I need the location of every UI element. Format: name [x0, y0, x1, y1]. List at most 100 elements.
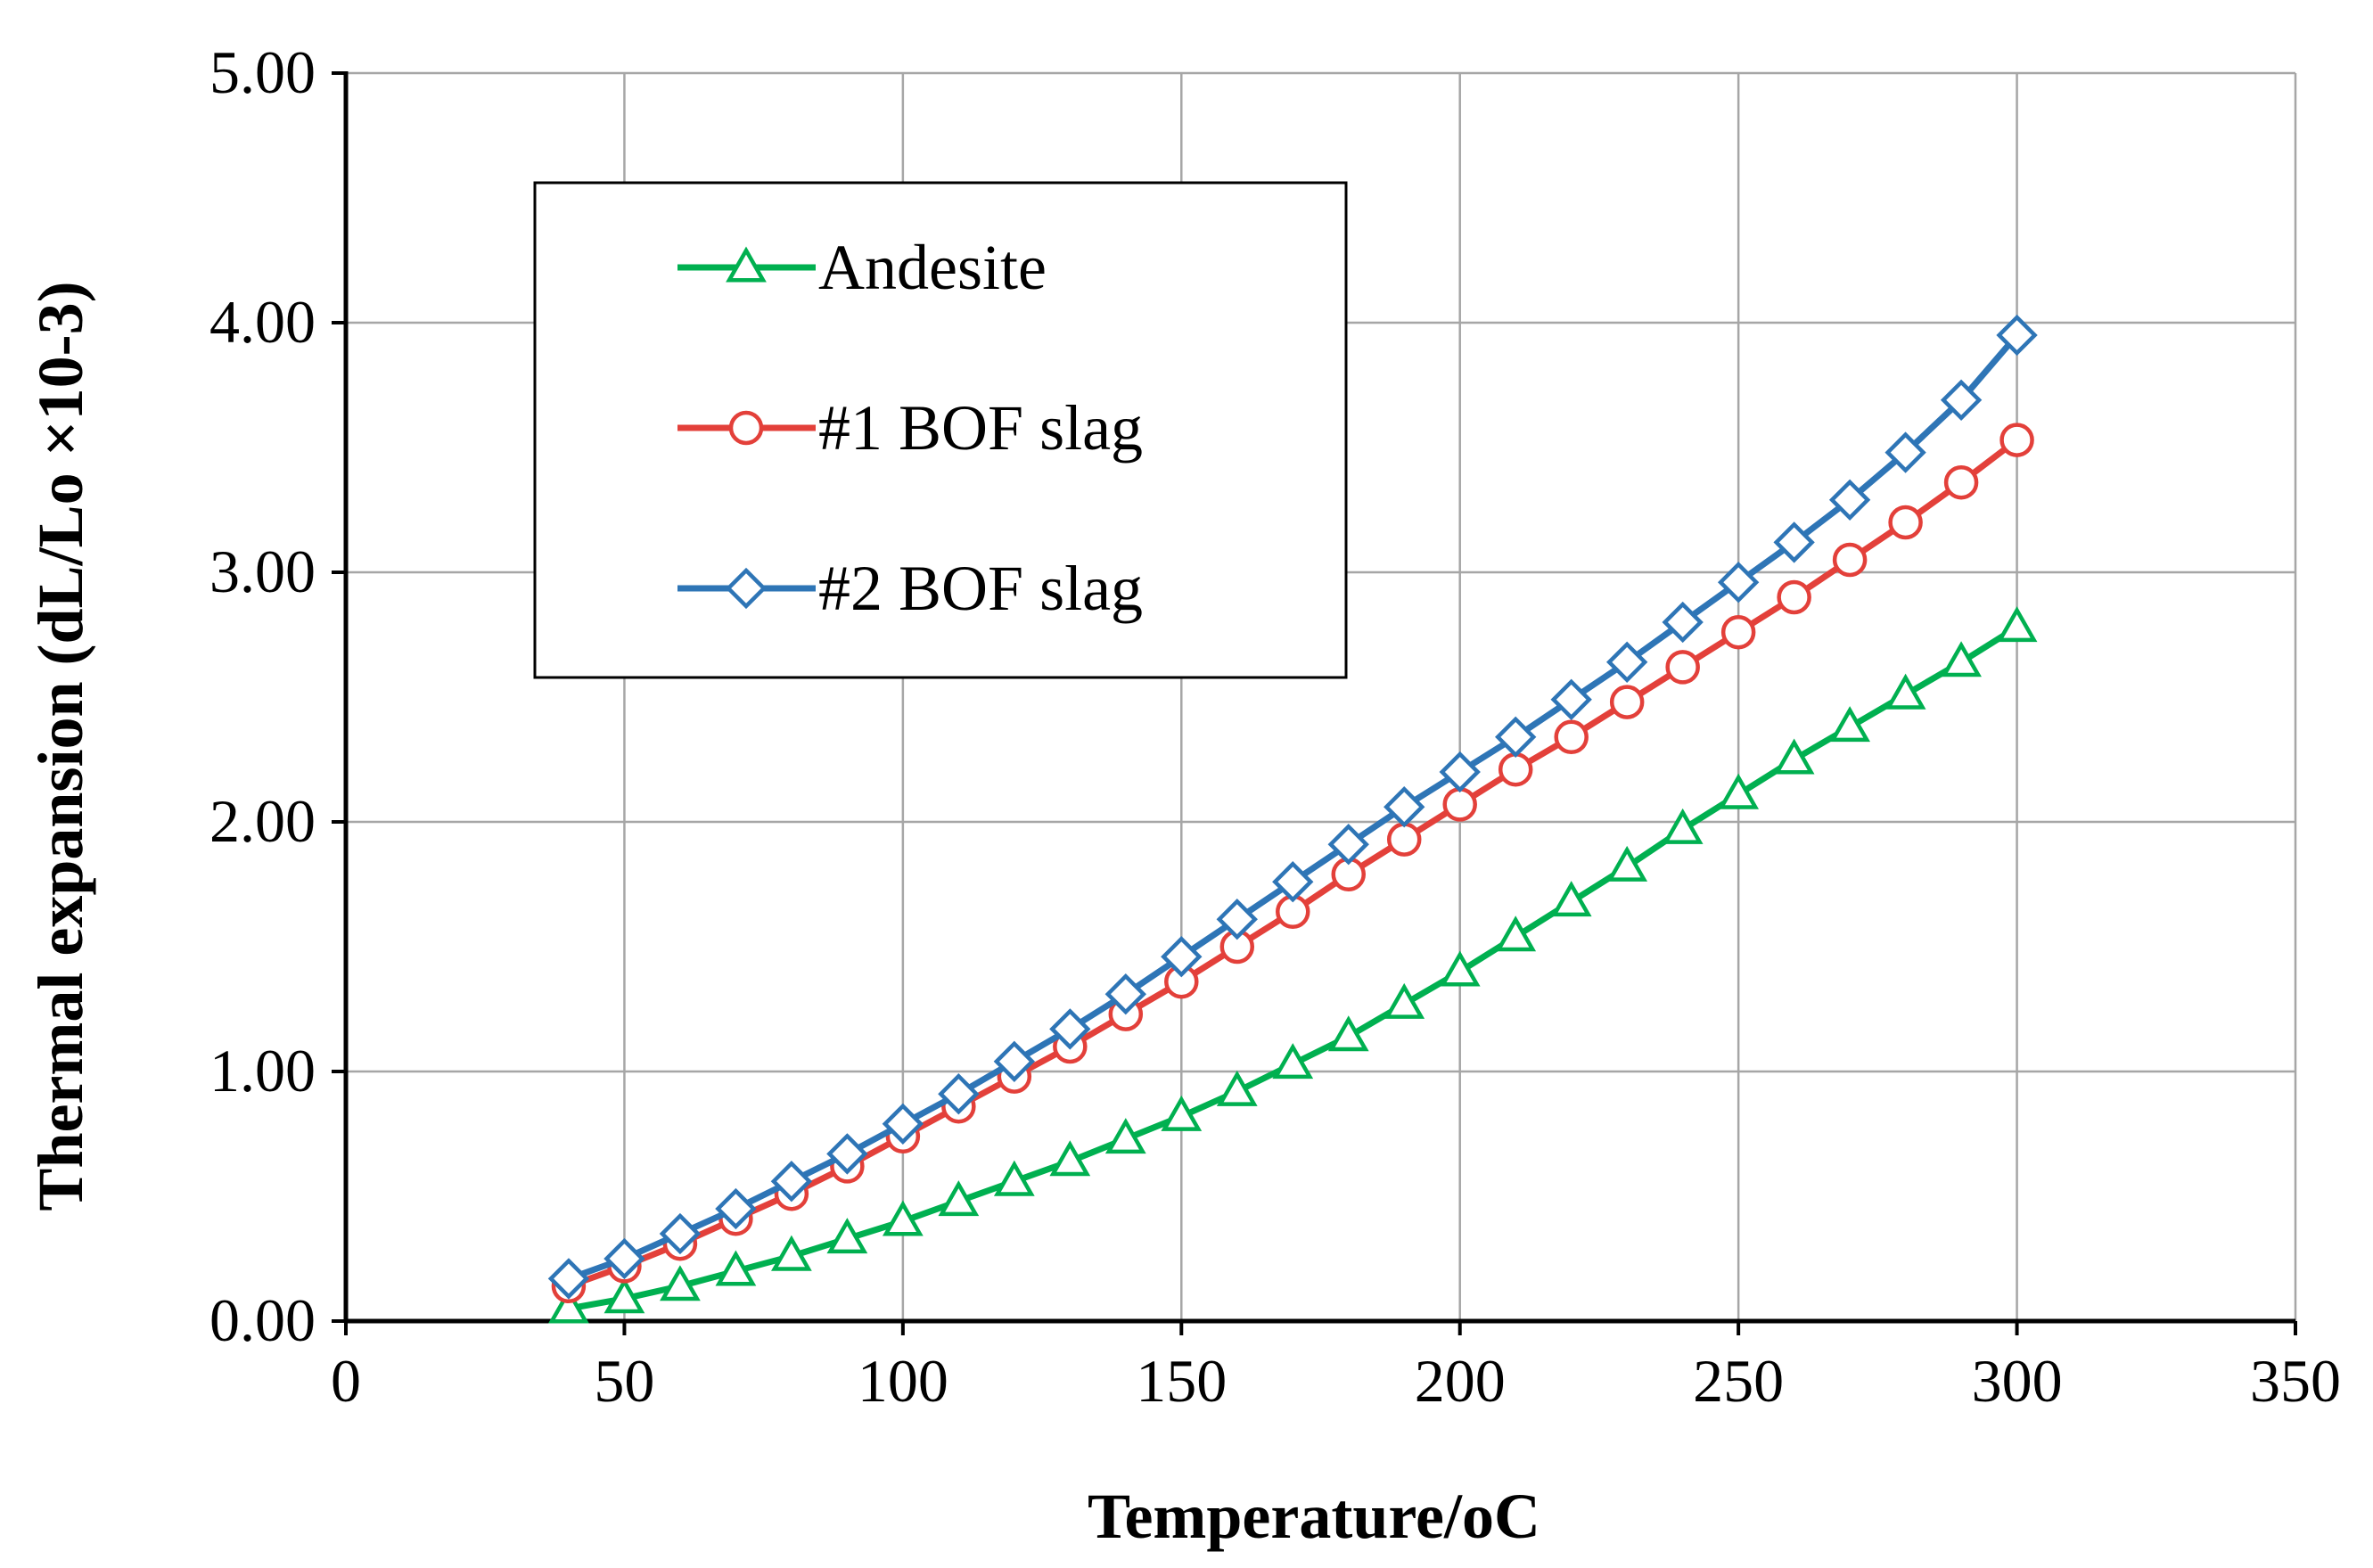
- legend-marker: [725, 567, 768, 610]
- legend-label: #2 BOF slag: [818, 553, 1143, 624]
- data-point: [1999, 423, 2034, 457]
- data-point: [1888, 505, 1923, 540]
- data-point: [938, 1073, 980, 1115]
- y-tick-label: 3.00: [209, 538, 316, 605]
- data-point: [771, 1235, 812, 1271]
- legend-item: Andesite: [677, 232, 1047, 303]
- x-tick-label: 250: [1693, 1347, 1784, 1415]
- x-tick-label: 0: [331, 1347, 361, 1415]
- y-tick-label: 4.00: [209, 288, 316, 356]
- data-point: [826, 1133, 868, 1175]
- data-point: [770, 1161, 813, 1203]
- data-point: [1609, 685, 1645, 719]
- data-point: [715, 1187, 757, 1230]
- legend: Andesite #1 BOF slag #2 BOF slag: [533, 181, 1348, 679]
- x-axis-title: Temperature/oC: [1088, 1481, 1540, 1552]
- data-point: [1161, 1095, 1203, 1131]
- x-tick-label: 150: [1136, 1347, 1227, 1415]
- series-#2 BOF slag: [547, 314, 2038, 1300]
- data-point: [660, 1265, 701, 1301]
- data-point: [1550, 881, 1592, 917]
- legend-marker: [728, 410, 764, 446]
- data-point: [1832, 542, 1868, 578]
- data-point: [1216, 899, 1258, 940]
- data-point: [1605, 641, 1648, 683]
- data-point: [1495, 716, 1537, 758]
- data-point: [1049, 1140, 1091, 1177]
- data-point: [826, 1218, 868, 1254]
- data-point: [1773, 738, 1815, 775]
- data-point: [715, 1250, 757, 1286]
- legend-item: #2 BOF slag: [677, 553, 1143, 624]
- data-point: [1665, 650, 1700, 685]
- data-point: [1773, 521, 1815, 563]
- x-tick-label: 300: [1972, 1347, 2063, 1415]
- legend-box: [533, 181, 1348, 679]
- y-axis-title: Thermal expansion (dL/Lo ×10-3): [25, 281, 96, 1211]
- data-point: [1884, 673, 1926, 710]
- legend-label: Andesite: [818, 232, 1047, 303]
- data-point: [882, 1103, 924, 1145]
- y-tick-label: 5.00: [209, 38, 316, 106]
- data-point: [993, 1160, 1035, 1196]
- data-point: [1718, 773, 1760, 809]
- data-point: [1386, 822, 1422, 857]
- data-point: [604, 1237, 645, 1280]
- data-point: [1554, 719, 1589, 755]
- data-point: [604, 1277, 645, 1314]
- data-point: [938, 1180, 980, 1217]
- data-point: [1662, 808, 1704, 844]
- x-tick-labels: 0 50 100 150 200 250 300 350: [331, 1347, 2341, 1415]
- data-point: [1996, 314, 2038, 357]
- data-point: [1384, 982, 1425, 1019]
- data-point: [1720, 614, 1756, 650]
- data-point: [1717, 562, 1760, 603]
- data-point: [1996, 606, 2038, 643]
- data-point: [1550, 678, 1592, 720]
- axes: [332, 71, 2297, 1335]
- data-point: [1828, 479, 1871, 521]
- data-point: [1216, 1070, 1258, 1106]
- data-point: [1498, 751, 1533, 787]
- data-point: [1327, 1015, 1369, 1052]
- legend-label: #1 BOF slag: [818, 392, 1143, 464]
- series-Andesite: [548, 606, 2038, 1324]
- data-point: [1384, 786, 1425, 828]
- data-point: [548, 1287, 589, 1324]
- data-point: [659, 1212, 702, 1255]
- data-point: [1829, 706, 1870, 743]
- data-point: [1104, 1118, 1146, 1154]
- plot-area: [547, 314, 2038, 1324]
- x-tick-label: 200: [1415, 1347, 1506, 1415]
- x-tick-label: 350: [2250, 1347, 2341, 1415]
- data-point: [1439, 950, 1481, 987]
- data-point: [1941, 641, 1982, 677]
- data-point: [1272, 861, 1314, 903]
- data-point: [1272, 1043, 1314, 1080]
- data-point: [1940, 379, 1983, 421]
- x-tick-label: 100: [858, 1347, 948, 1415]
- data-point: [882, 1200, 924, 1236]
- y-tick-labels: 0.00 1.00 2.00 3.00 4.00 5.00: [209, 38, 316, 1354]
- x-tick-label: 50: [594, 1347, 654, 1415]
- legend-item: #1 BOF slag: [677, 392, 1143, 464]
- data-point: [547, 1258, 590, 1300]
- data-point: [1943, 464, 1979, 500]
- data-point: [1104, 973, 1146, 1015]
- y-tick-label: 2.00: [209, 787, 316, 855]
- legend-marker: [726, 246, 767, 283]
- data-point: [1327, 824, 1369, 866]
- y-tick-label: 0.00: [209, 1286, 316, 1354]
- data-point: [1442, 787, 1477, 822]
- data-point: [1777, 579, 1811, 615]
- data-point: [1439, 751, 1481, 793]
- data-point: [1049, 1008, 1091, 1050]
- y-tick-label: 1.00: [209, 1037, 316, 1104]
- data-point: [1161, 936, 1203, 978]
- data-point: [1606, 845, 1648, 882]
- data-point: [1884, 431, 1926, 473]
- data-point: [993, 1040, 1036, 1082]
- series-#1 BOF slag: [551, 423, 2034, 1304]
- data-point: [1662, 601, 1704, 644]
